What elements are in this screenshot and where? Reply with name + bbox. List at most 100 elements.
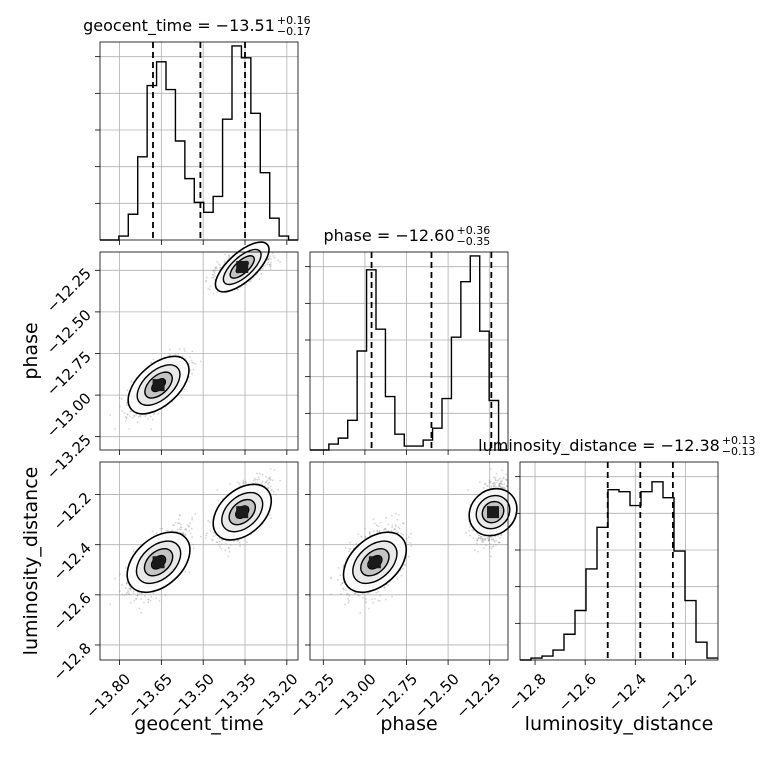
x-tick-label: −12.8	[505, 670, 550, 715]
scatter-point	[191, 350, 194, 353]
scatter-point	[194, 512, 197, 515]
scatter-point	[129, 587, 132, 590]
scatter-point	[212, 271, 215, 273]
scatter-point	[191, 518, 194, 521]
scatter-point	[272, 252, 274, 255]
scatter-point	[212, 531, 215, 534]
title-geocent_time: geocent_time = −13.51 +0.16−0.17	[83, 14, 311, 38]
scatter-point	[264, 264, 267, 267]
scatter-point	[143, 601, 145, 604]
scatter-point	[192, 543, 195, 546]
scatter-point	[223, 253, 226, 256]
scatter-point	[265, 476, 267, 478]
scatter-point	[168, 348, 171, 351]
scatter-point	[121, 410, 124, 412]
scatter-point	[133, 415, 136, 417]
scatter-point	[216, 260, 219, 263]
scatter-point	[139, 415, 142, 418]
scatter-point	[270, 258, 272, 260]
scatter-point	[258, 278, 261, 280]
scatter-point	[124, 587, 127, 590]
scatter-point	[128, 593, 131, 596]
scatter-point	[129, 410, 132, 413]
scatter-point	[186, 524, 189, 526]
scatter-point	[269, 268, 272, 270]
scatter-point	[155, 532, 158, 534]
title-main: geocent_time = −13.51	[83, 16, 275, 36]
scatter-point	[268, 514, 271, 517]
scatter-point	[189, 522, 192, 525]
scatter-point	[216, 489, 219, 491]
scatter-point	[151, 418, 154, 421]
title-plus: +0.36	[457, 224, 491, 237]
scatter-point	[189, 356, 192, 358]
scatter-point	[138, 607, 141, 610]
density-core	[152, 379, 165, 392]
title-minus: −0.35	[457, 235, 491, 248]
scatter-point	[109, 414, 112, 416]
scatter-point	[269, 265, 272, 268]
scatter-point	[153, 412, 156, 415]
scatter-point	[150, 362, 153, 364]
scatter-point	[188, 525, 191, 528]
scatter-point	[151, 530, 154, 533]
scatter-point	[267, 258, 269, 261]
scatter-point	[279, 261, 281, 264]
scatter-point	[125, 416, 128, 419]
y-tick-label: −12.50	[43, 306, 95, 358]
scatter-point	[128, 428, 131, 430]
scatter-point	[214, 266, 217, 269]
scatter-point	[212, 274, 215, 276]
scatter-point	[224, 549, 227, 552]
scatter-point	[172, 524, 174, 527]
scatter-point	[219, 264, 221, 267]
scatter-point	[123, 412, 126, 414]
scatter-point	[236, 481, 239, 484]
scatter-point	[124, 416, 127, 418]
scatter-point	[185, 528, 187, 530]
scatter-point	[212, 276, 215, 279]
scatter-point	[121, 593, 124, 596]
axes-frame	[99, 41, 299, 241]
scatter-point	[268, 263, 271, 266]
scatter-point	[137, 415, 140, 418]
scatter-point	[223, 260, 226, 262]
scatter-point	[182, 532, 185, 535]
scatter-point	[152, 413, 155, 415]
scatter-point	[147, 418, 150, 420]
scatter-point	[128, 415, 131, 417]
scatter-point	[187, 525, 190, 528]
scatter-point	[178, 522, 181, 525]
scatter-point	[165, 529, 168, 532]
scatter-point	[190, 359, 193, 362]
scatter-point	[212, 269, 215, 272]
scatter-point	[216, 291, 219, 294]
scatter-point	[132, 550, 135, 553]
scatter-point	[157, 412, 160, 415]
scatter-point	[249, 280, 252, 282]
scatter-point	[143, 595, 146, 597]
scatter-point	[260, 273, 262, 275]
scatter-point	[188, 530, 191, 532]
scatter-point	[209, 285, 212, 288]
x-tick-label: −12.2	[655, 670, 700, 715]
scatter-point	[214, 267, 217, 270]
scatter-point	[177, 518, 180, 520]
scatter-point	[267, 258, 270, 261]
scatter-point	[268, 263, 271, 266]
scatter-point	[135, 413, 138, 416]
scatter-point	[270, 261, 272, 264]
axes-frame	[519, 461, 719, 661]
scatter-point	[119, 573, 121, 576]
scatter-point	[192, 547, 195, 550]
scatter-point	[269, 468, 272, 470]
scatter-point	[130, 380, 133, 383]
scatter-point	[272, 479, 274, 482]
scatter-point	[132, 592, 135, 595]
scatter-point	[109, 603, 112, 606]
title-phase: phase = −12.60 +0.36−0.35	[323, 224, 490, 248]
scatter-point	[181, 531, 184, 534]
scatter-point	[124, 420, 127, 423]
title-luminosity_distance: luminosity_distance = −12.38 +0.13−0.13	[478, 434, 755, 458]
